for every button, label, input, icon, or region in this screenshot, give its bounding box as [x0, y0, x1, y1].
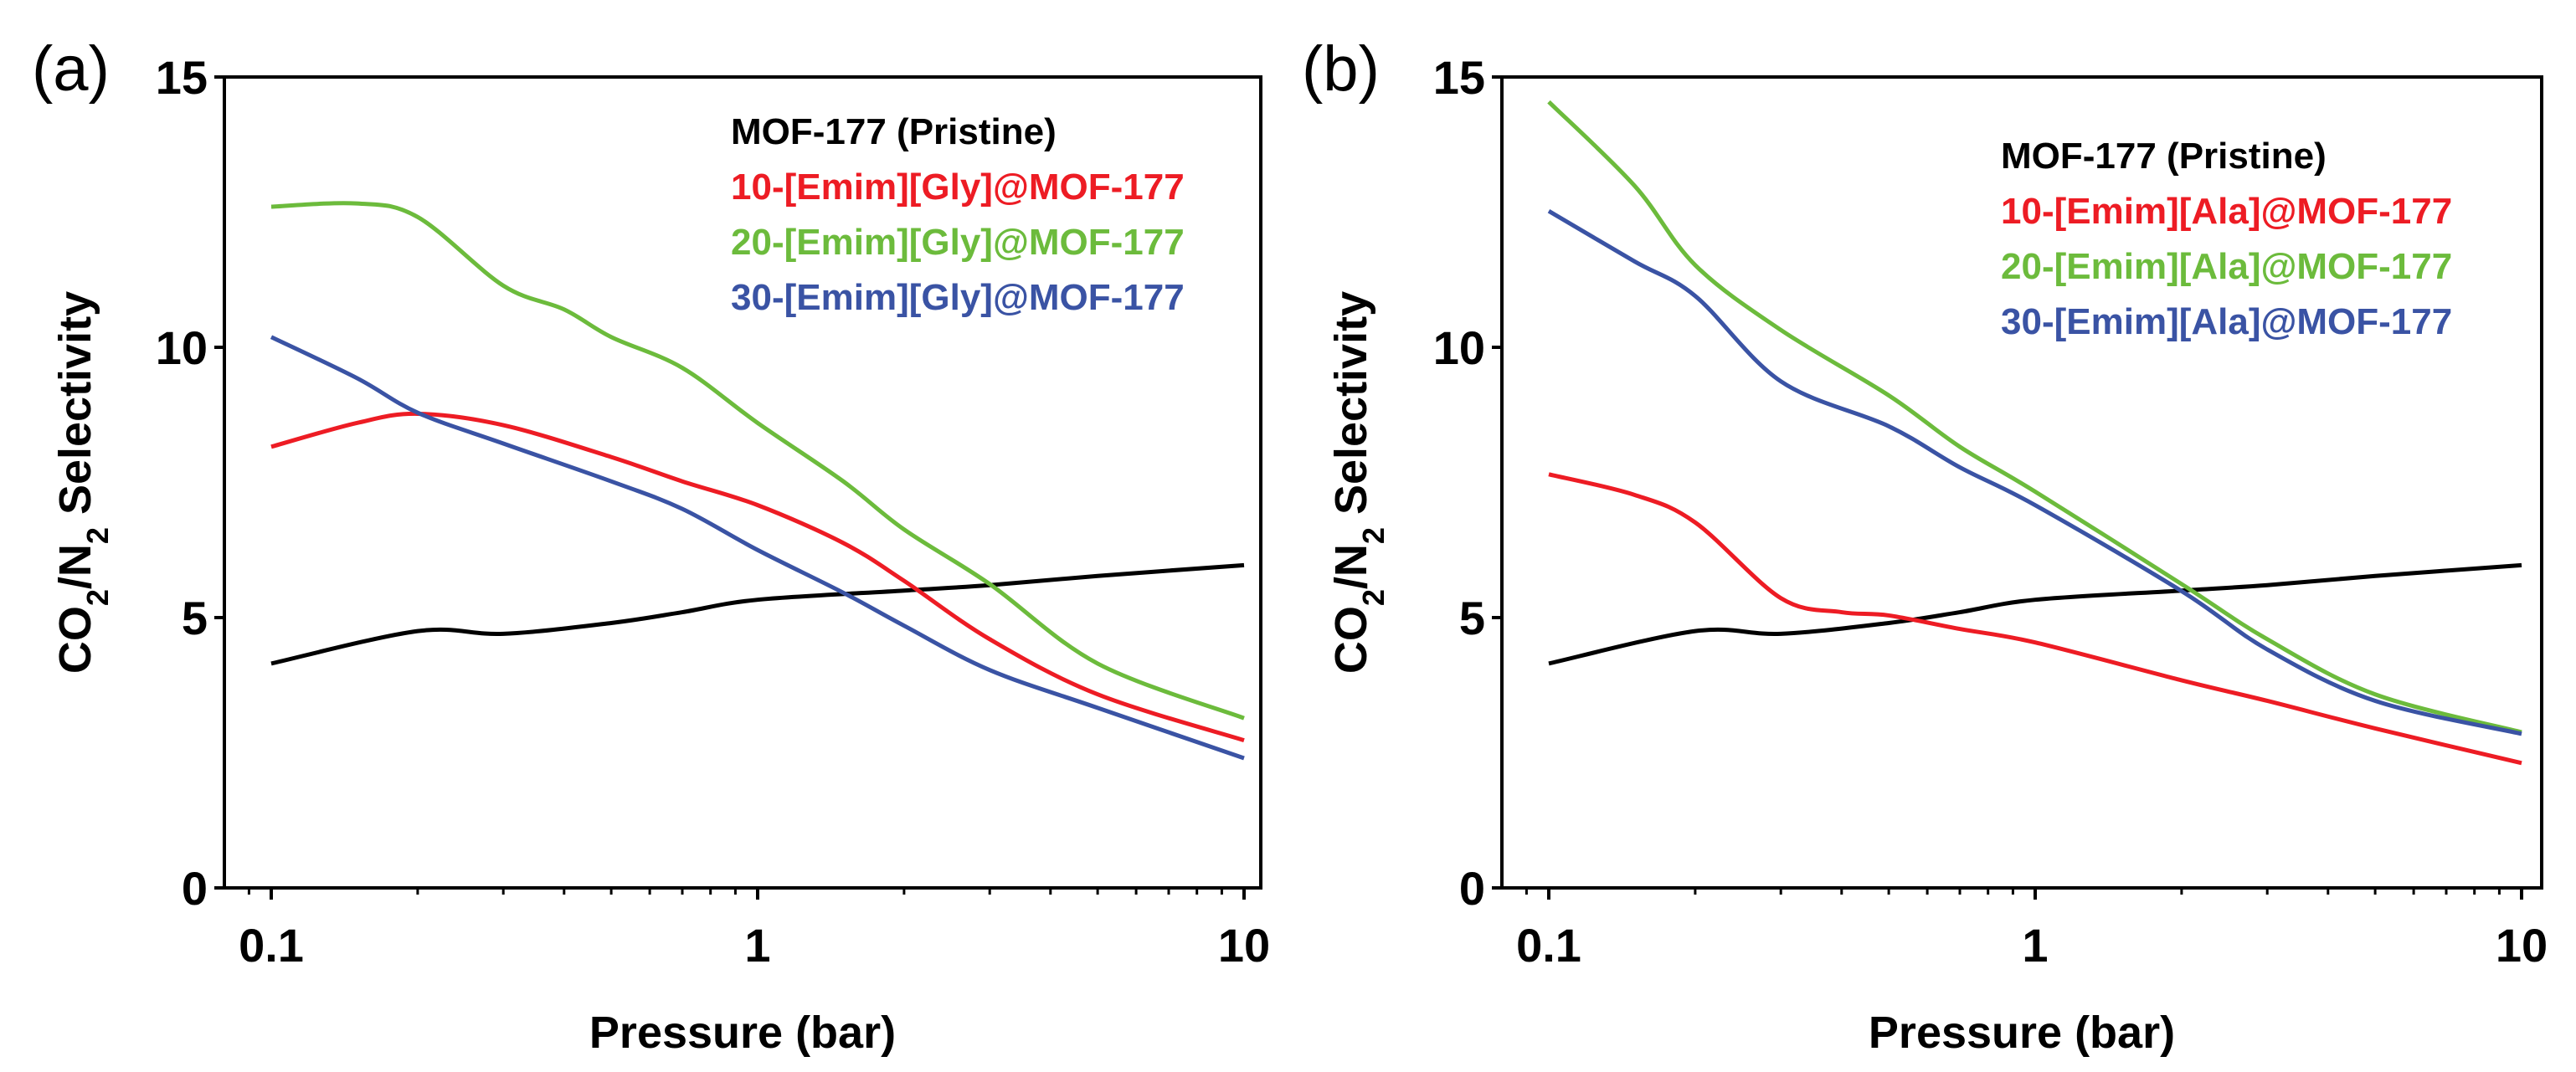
x-tick-label: 0.1 [239, 919, 304, 972]
y-tick-label: 15 [156, 51, 208, 104]
y-label-subscript: 2 [80, 589, 115, 606]
y-label-subscript: 2 [80, 527, 115, 544]
y-label-text: CO [50, 606, 100, 674]
plot-frame [1500, 75, 2543, 890]
x-tick-label: 1 [2022, 919, 2048, 972]
legend-entry-1: 10-[Emim][Gly]@MOF-177 [731, 167, 1185, 208]
y-tick-label: 5 [1459, 592, 1485, 644]
panel-label: (b) [1302, 33, 1380, 105]
plot-frame [223, 75, 1262, 890]
series-line-0 [270, 562, 1245, 666]
legend-entry-3: 30-[Emim][Ala]@MOF-177 [2001, 301, 2452, 342]
legend-entry-3: 30-[Emim][Gly]@MOF-177 [731, 277, 1185, 318]
legend-entry-0: MOF-177 (Pristine) [731, 111, 1057, 152]
y-axis-label: CO2/N2 Selectivity [50, 291, 115, 674]
legend-entry-2: 20-[Emim][Ala]@MOF-177 [2001, 246, 2452, 287]
y-label-text: /N [1326, 544, 1376, 589]
y-axis-label: CO2/N2 Selectivity [1326, 291, 1391, 674]
x-tick-label: 10 [2496, 919, 2548, 972]
series-line-2 [1547, 100, 2522, 735]
legend-entry-0: MOF-177 (Pristine) [2001, 136, 2327, 177]
x-tick-label: 0.1 [1516, 919, 1581, 972]
y-tick-label: 10 [1433, 321, 1485, 374]
y-label-text: /N [50, 544, 100, 589]
y-label-subscript: 2 [1356, 527, 1391, 544]
y-label-text: CO [1326, 606, 1376, 674]
y-tick-label: 15 [1433, 51, 1485, 104]
y-tick-label: 10 [156, 321, 208, 374]
y-tick-label: 5 [182, 592, 208, 644]
series-line-3 [270, 335, 1245, 761]
y-label-subscript: 2 [1356, 589, 1391, 606]
y-label-text: Selectivity [50, 291, 100, 527]
x-tick-label: 10 [1218, 919, 1270, 972]
x-tick-label: 1 [744, 919, 770, 972]
y-tick-label: 0 [1459, 862, 1485, 915]
x-axis-label: Pressure (bar) [1869, 1008, 2175, 1058]
legend-entry-2: 20-[Emim][Gly]@MOF-177 [731, 222, 1185, 263]
y-tick-label: 0 [182, 862, 208, 915]
series-line-1 [1548, 472, 2522, 766]
x-axis-label: Pressure (bar) [589, 1008, 896, 1058]
series-line-0 [1548, 562, 2522, 666]
legend-entry-1: 10-[Emim][Ala]@MOF-177 [2001, 191, 2452, 232]
y-label-text: Selectivity [1326, 291, 1376, 527]
series-line-3 [1547, 209, 2522, 736]
series-line-2 [270, 201, 1245, 721]
panel-label: (a) [32, 33, 110, 105]
